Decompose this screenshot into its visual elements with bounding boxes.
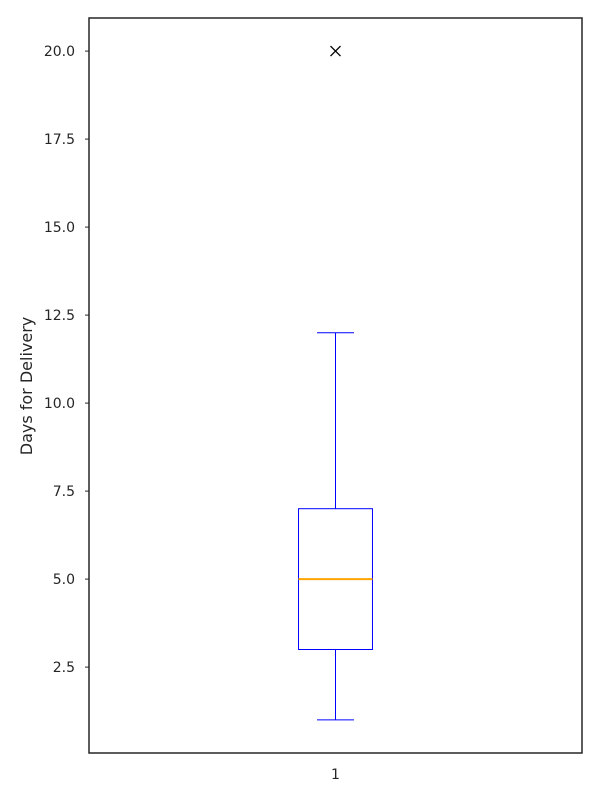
y-tick-label: 12.5	[44, 308, 75, 324]
y-tick-label: 5.0	[53, 572, 75, 588]
y-axis-ticks: 2.5 5.0 7.5 10.0 12.5 15.0 17.5 20.0	[44, 44, 89, 676]
y-tick-label: 15.0	[44, 220, 75, 236]
x-tick-label: 1	[331, 767, 340, 783]
y-tick-label: 20.0	[44, 44, 75, 60]
y-tick-label: 10.0	[44, 396, 75, 412]
outlier-point	[330, 45, 341, 57]
y-tick-label: 17.5	[44, 132, 75, 148]
plot-frame	[88, 17, 583, 754]
outlier-stroke	[330, 45, 341, 57]
y-tick-label: 2.5	[53, 660, 75, 676]
y-axis-label: Days for Delivery	[17, 317, 36, 456]
x-axis-ticks: 1	[331, 767, 340, 783]
y-tick-label: 7.5	[53, 484, 75, 500]
box-group	[298, 45, 373, 721]
